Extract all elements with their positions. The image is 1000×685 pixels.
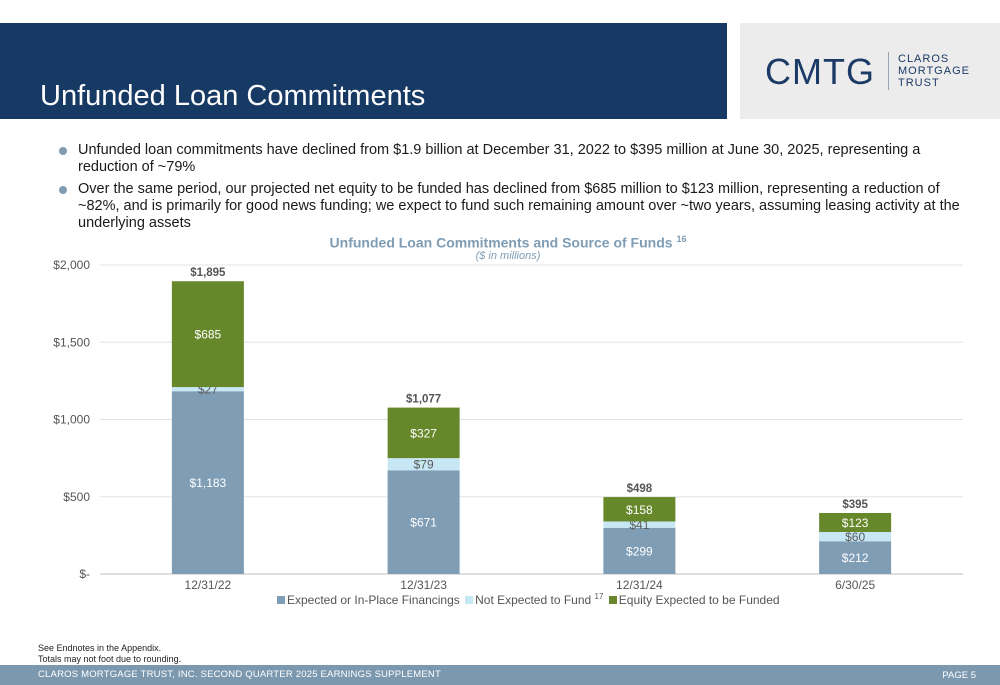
legend-swatch <box>277 596 285 604</box>
logo-divider <box>888 52 889 90</box>
y-tick-label: $- <box>79 567 90 581</box>
y-tick-label: $2,000 <box>53 258 90 272</box>
chart-title-text: Unfunded Loan Commitments and Source of … <box>329 234 673 251</box>
legend-label: Not Expected to Fund <box>475 593 592 607</box>
total-label: $1,895 <box>190 267 226 279</box>
data-label: $79 <box>414 458 434 472</box>
legend-swatch <box>465 596 474 604</box>
chart-title: Unfunded Loan Commitments and Source of … <box>0 234 1000 251</box>
logo-panel <box>740 23 1000 119</box>
footer-bar: CLAROS MORTGAGE TRUST, INC. SECOND QUART… <box>0 665 1000 685</box>
x-tick-label: 12/31/24 <box>616 578 663 592</box>
logo-line: MORTGAGE <box>898 65 970 77</box>
data-label: $671 <box>410 516 437 530</box>
x-tick-label: 12/31/23 <box>400 578 447 592</box>
bar-segment <box>819 531 892 542</box>
legend-footnote: 17 <box>594 592 604 601</box>
footnote-line: Totals may not foot due to rounding. <box>38 654 182 664</box>
footnote-line: See Endnotes in the Appendix. <box>38 643 162 653</box>
footer-company: CLAROS MORTGAGE TRUST, INC. SECOND QUART… <box>38 669 441 680</box>
data-label: $41 <box>629 518 649 532</box>
bullet-text: Over the same period, our projected net … <box>78 181 960 231</box>
y-tick-label: $500 <box>63 490 90 504</box>
logo-line: CLAROS <box>898 53 950 65</box>
total-label: $1,077 <box>406 394 441 406</box>
bar-segment <box>603 521 676 528</box>
page-title: Unfunded Loan Commitments <box>40 80 426 112</box>
bar-segment <box>171 281 244 388</box>
legend-label: Expected or In-Place Financings <box>287 593 460 607</box>
bullet-item: Over the same period, our projected net … <box>59 181 975 232</box>
y-tick-label: $1,500 <box>53 335 90 349</box>
stacked-bar-chart: $-$500$1,000$1,500$2,000$1,183$27$685$1,… <box>53 258 963 592</box>
x-tick-label: 6/30/25 <box>835 578 875 592</box>
bullet-dot-icon <box>59 186 67 194</box>
data-label: $123 <box>842 516 869 530</box>
chart-title-footnote: 16 <box>676 234 687 244</box>
company-logo: CMTG <box>765 51 875 92</box>
bar-segment <box>819 512 892 532</box>
bullet-text: Unfunded loan commitments have declined … <box>78 142 921 175</box>
chart-legend: Expected or In-Place Financings Not Expe… <box>277 592 782 607</box>
bullet-dot-icon <box>59 147 67 155</box>
data-label: $212 <box>842 551 869 565</box>
legend-item-financings: Expected or In-Place Financings <box>277 593 460 607</box>
data-label: $299 <box>626 544 653 558</box>
bar-segment <box>819 541 892 574</box>
header-bar <box>0 23 727 119</box>
x-tick-label: 12/31/22 <box>185 578 232 592</box>
bar-segment <box>387 470 460 574</box>
legend-label: Equity Expected to be Funded <box>618 593 780 607</box>
data-label: $158 <box>626 503 653 517</box>
bar-segment <box>171 387 244 392</box>
bar-segment <box>171 391 244 574</box>
bullet-list: Unfunded loan commitments have declined … <box>59 142 975 237</box>
y-tick-label: $1,000 <box>53 413 90 427</box>
data-label: $1,183 <box>190 476 227 490</box>
data-label: $685 <box>195 328 222 342</box>
total-label: $498 <box>627 483 653 495</box>
bar-segment <box>603 527 676 574</box>
bar-segment <box>387 407 460 459</box>
page-number: PAGE 5 <box>942 670 976 681</box>
legend-item-equity: Equity Expected to be Funded <box>608 593 780 607</box>
logo-wordmark: CLAROS MORTGAGE TRUST <box>898 53 970 89</box>
data-label: $327 <box>410 426 437 440</box>
bullet-item: Unfunded loan commitments have declined … <box>59 142 975 176</box>
footnotes: See Endnotes in the Appendix. Totals may… <box>38 643 181 665</box>
legend-item-not-expected: Not Expected to Fund 17 <box>465 592 603 607</box>
logo-line: TRUST <box>898 77 940 89</box>
data-label: $60 <box>845 530 865 544</box>
bar-segment <box>387 458 460 471</box>
chart-subtitle: ($ in millions) <box>475 250 541 262</box>
total-label: $395 <box>842 499 868 511</box>
bar-segment <box>603 497 676 522</box>
legend-swatch <box>608 596 617 604</box>
